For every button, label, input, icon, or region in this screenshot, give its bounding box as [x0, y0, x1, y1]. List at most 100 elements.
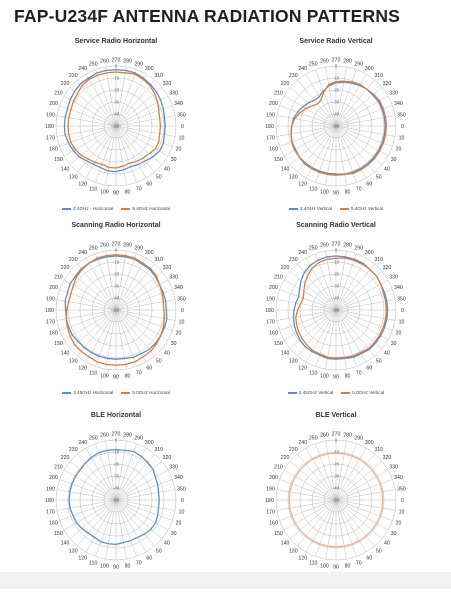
grid-spoke	[85, 447, 117, 501]
angle-tick-label: 20	[176, 147, 182, 153]
angle-tick-label: 190	[266, 112, 275, 118]
angle-tick-label: 150	[274, 531, 283, 537]
angle-tick-label: 260	[320, 242, 329, 248]
chart-title: BLE Vertical	[315, 412, 357, 419]
angle-tick-label: 110	[309, 370, 317, 376]
angle-tick-label: 340	[174, 475, 183, 481]
chart-title: Service Radio Vertical	[299, 38, 373, 45]
legend-label: 2.45GHz Vertical	[298, 390, 334, 395]
grid-spoke	[77, 263, 117, 311]
ring-tick-label: -50	[333, 124, 340, 129]
grid-spoke	[335, 499, 357, 557]
legend-swatch	[62, 391, 72, 394]
legend-item: 5.0GHz Horizontal	[121, 390, 170, 395]
angle-tick-label: 260	[320, 432, 329, 438]
angle-tick-label: 130	[289, 549, 298, 555]
angle-tick-label: 270	[112, 431, 121, 437]
angle-tick-label: 200	[269, 285, 278, 291]
grid-spoke	[115, 309, 155, 357]
page-title: FAP-U234F ANTENNA RADIATION PATTERNS	[14, 6, 401, 26]
angle-tick-label: 200	[49, 285, 58, 291]
grid-spoke	[289, 87, 337, 127]
angle-tick-label: 50	[156, 359, 162, 365]
chart-title: Service Radio Horizontal	[74, 38, 158, 45]
angle-tick-label: 140	[61, 351, 70, 357]
angle-tick-label: 130	[289, 175, 298, 181]
angle-tick-label: 300	[145, 440, 154, 446]
angle-tick-label: 170	[46, 135, 55, 141]
grid-spoke	[63, 125, 117, 157]
grid-spoke	[335, 499, 396, 511]
grid-spoke	[115, 309, 163, 349]
grid-spoke	[305, 309, 337, 363]
grid-spoke	[279, 479, 337, 501]
angle-tick-label: 160	[49, 521, 58, 527]
grid-spoke	[115, 69, 137, 127]
chart-panel-2: Scanning Radio Horizontal 270 280 290 300 31…	[16, 222, 216, 402]
angle-tick-label: 130	[69, 175, 78, 181]
angle-tick-label: 190	[46, 112, 55, 118]
angle-tick-label: 230	[289, 447, 298, 453]
angle-tick-label: 220	[281, 81, 290, 87]
angle-tick-label: 350	[177, 296, 186, 302]
angle-tick-label: 60	[366, 555, 372, 561]
legend-item: 5.4GHz Horizontal	[121, 206, 170, 211]
angle-tick-label: 80	[125, 563, 131, 569]
angle-tick-label: 120	[78, 555, 87, 561]
grid-spoke	[335, 499, 383, 539]
grid-spoke	[315, 309, 337, 367]
grid-spoke	[115, 73, 147, 127]
angle-tick-label: 330	[389, 465, 398, 471]
angle-tick-label: 340	[174, 101, 183, 107]
grid-spoke	[335, 73, 367, 127]
ring-tick-label: -20	[113, 88, 120, 93]
angle-tick-label: 100	[320, 373, 329, 379]
ring-tick-label: -40	[333, 112, 340, 117]
grid-spoke	[305, 499, 337, 553]
angle-tick-label: 230	[289, 73, 298, 79]
angle-tick-label: 150	[274, 341, 283, 347]
angle-tick-label: 80	[125, 373, 131, 379]
grid-spoke	[276, 115, 337, 127]
angle-tick-label: 120	[298, 365, 307, 371]
angle-tick-label: 290	[134, 245, 143, 251]
ring-tick-label: -10	[333, 260, 340, 265]
angle-tick-label: 60	[146, 555, 152, 561]
angle-tick-label: 60	[366, 365, 372, 371]
grid-spoke	[335, 79, 375, 127]
grid-spoke	[325, 125, 337, 186]
grid-spoke	[56, 489, 117, 501]
grid-spoke	[335, 440, 347, 501]
grid-spoke	[276, 299, 337, 311]
angle-tick-label: 350	[397, 112, 406, 118]
grid-spoke	[289, 499, 337, 539]
series-line	[288, 452, 384, 548]
grid-spoke	[325, 66, 337, 127]
ring-tick-label: -40	[333, 486, 340, 491]
angle-tick-label: 90	[113, 564, 119, 570]
angle-tick-label: 150	[54, 341, 63, 347]
legend-swatch	[289, 207, 299, 210]
angle-tick-label: 10	[399, 509, 405, 515]
angle-tick-label: 170	[46, 509, 55, 515]
grid-spoke	[63, 499, 117, 531]
angle-tick-label: 20	[396, 521, 402, 527]
grid-spoke	[95, 125, 117, 183]
angle-tick-label: 270	[332, 431, 341, 437]
angle-tick-label: 110	[309, 186, 317, 192]
grid-spoke	[85, 125, 117, 179]
ring-tick-label: -50	[113, 308, 120, 313]
angle-tick-label: 290	[134, 61, 143, 67]
angle-tick-label: 30	[391, 157, 397, 163]
angle-tick-label: 350	[397, 486, 406, 492]
legend-swatch	[62, 207, 72, 210]
grid-spoke	[305, 447, 337, 501]
angle-tick-label: 60	[366, 181, 372, 187]
angle-tick-label: 300	[145, 66, 154, 72]
grid-spoke	[297, 263, 337, 311]
angle-tick-label: 170	[266, 319, 275, 325]
angle-tick-label: 30	[171, 341, 177, 347]
angle-tick-label: 40	[384, 167, 390, 173]
